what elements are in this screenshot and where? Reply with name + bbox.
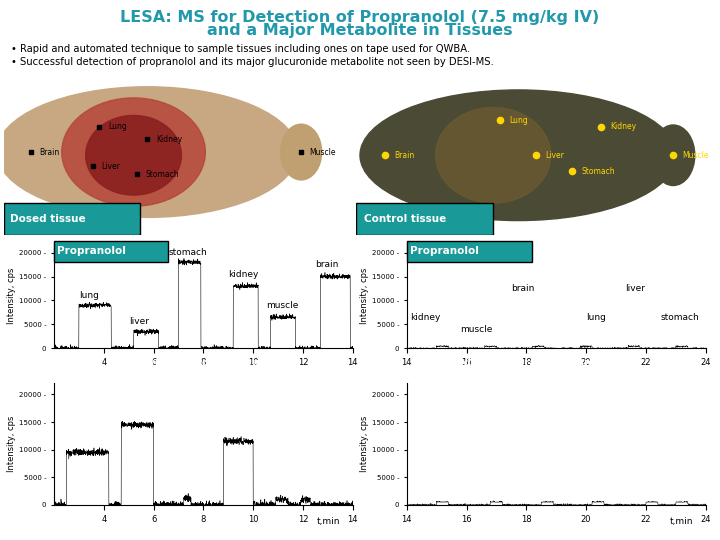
Text: Control tissue: Control tissue [364, 214, 446, 224]
Ellipse shape [281, 124, 322, 180]
Text: Propranolol: Propranolol [57, 246, 126, 256]
X-axis label: t,min: t,min [317, 517, 341, 526]
Text: liver: liver [129, 318, 149, 326]
Text: brain: brain [315, 260, 339, 269]
Text: Stomach: Stomach [582, 167, 615, 176]
Text: Lung: Lung [510, 116, 528, 125]
FancyBboxPatch shape [4, 203, 140, 235]
X-axis label: t,min: t,min [670, 517, 693, 526]
Text: Liver: Liver [101, 162, 120, 171]
Text: Muscle: Muscle [310, 147, 336, 157]
Text: and a Major Metabolite in Tissues: and a Major Metabolite in Tissues [207, 23, 513, 38]
Text: Brain: Brain [40, 147, 60, 157]
Ellipse shape [436, 107, 551, 203]
Text: kidney: kidney [228, 269, 258, 279]
Text: Propranolol: Propranolol [410, 246, 479, 256]
Text: • Rapid and automated technique to sample tissues including ones on tape used fo: • Rapid and automated technique to sampl… [11, 44, 470, 55]
Text: lung: lung [79, 291, 99, 300]
Y-axis label: Intensity, cps: Intensity, cps [360, 416, 369, 472]
Y-axis label: Intensity, cps: Intensity, cps [7, 267, 17, 324]
Y-axis label: Intensity, cps: Intensity, cps [360, 267, 369, 324]
Text: LESA: MS for Detection of Propranolol (7.5 mg/kg IV): LESA: MS for Detection of Propranolol (7… [120, 10, 600, 25]
Text: Brain: Brain [395, 151, 415, 160]
Text: Lung: Lung [108, 122, 127, 131]
Ellipse shape [360, 90, 677, 220]
Text: Kidney: Kidney [156, 135, 182, 144]
FancyBboxPatch shape [54, 241, 168, 262]
Text: kidney: kidney [410, 313, 440, 322]
Text: lung: lung [586, 313, 606, 322]
FancyBboxPatch shape [407, 241, 532, 262]
Ellipse shape [86, 116, 181, 195]
Text: • Successful detection of propranolol and its major glucuronide metabolite not s: • Successful detection of propranolol an… [11, 57, 493, 67]
Text: Stomach: Stomach [145, 170, 179, 179]
Text: muscle: muscle [266, 301, 298, 309]
Y-axis label: Intensity, cps: Intensity, cps [7, 416, 17, 472]
Text: Kidney: Kidney [611, 122, 636, 131]
Text: Liver: Liver [546, 151, 564, 160]
Ellipse shape [62, 98, 205, 206]
Text: Muscle: Muscle [683, 151, 708, 160]
Text: Hydroxypropranolol glucuronide: Hydroxypropranolol glucuronide [106, 359, 297, 368]
FancyBboxPatch shape [356, 203, 493, 235]
Text: stomach: stomach [661, 313, 700, 322]
Text: liver: liver [625, 284, 645, 293]
Ellipse shape [652, 125, 695, 186]
Text: Hydroxypropranolol glucuronide: Hydroxypropranolol glucuronide [448, 359, 639, 368]
Text: muscle: muscle [461, 325, 493, 334]
Ellipse shape [0, 87, 297, 218]
Text: brain: brain [511, 284, 535, 293]
Text: stomach: stomach [168, 248, 207, 257]
Text: Dosed tissue: Dosed tissue [10, 214, 86, 224]
